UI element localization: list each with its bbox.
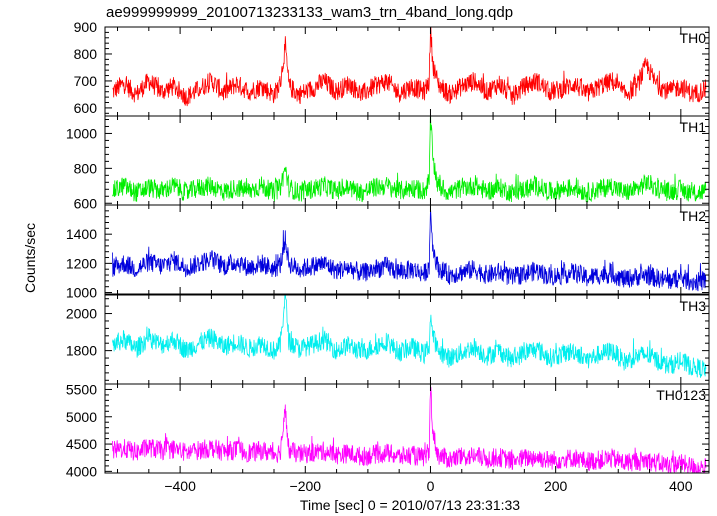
panel-label-TH0123: TH0123 (656, 387, 706, 403)
y-tick-label: 600 (74, 100, 98, 116)
x-tick-label: −400 (164, 478, 196, 494)
y-tick-label: 1000 (66, 125, 97, 141)
y-tick-label: 1400 (66, 226, 97, 242)
series-line-TH2 (112, 207, 707, 292)
y-tick-label: 4500 (66, 436, 97, 452)
y-tick-label: 4000 (66, 463, 97, 479)
series-line-TH0123 (112, 386, 707, 473)
panel-frame-TH0123 (104, 383, 710, 474)
panel-frame-TH3 (104, 294, 710, 385)
y-tick-label: 700 (74, 73, 98, 89)
series-line-TH0 (112, 27, 707, 107)
x-tick-label: 400 (669, 478, 693, 494)
panel-frame-TH2 (104, 204, 710, 295)
y-tick-label: 1200 (66, 255, 97, 271)
panel-frame-TH0 (104, 26, 710, 117)
y-tick-label: 900 (74, 19, 98, 35)
chart-title: ae999999999_20100713233133_wam3_trn_4ban… (106, 4, 514, 21)
series-line-TH1 (112, 116, 707, 203)
panel-label-TH3: TH3 (680, 298, 707, 314)
panel-label-TH2: TH2 (680, 208, 707, 224)
y-tick-label: 1800 (66, 343, 97, 359)
y-tick-label: 2000 (66, 306, 97, 322)
x-tick-label: −200 (290, 478, 322, 494)
x-tick-label: 200 (544, 478, 568, 494)
y-tick-label: 800 (74, 160, 98, 176)
y-tick-label: 600 (74, 195, 98, 211)
x-tick-label: 0 (427, 478, 435, 494)
panel-label-TH1: TH1 (680, 119, 707, 135)
panel-label-TH0: TH0 (680, 30, 707, 46)
y-tick-label: 5500 (66, 381, 97, 397)
y-tick-label: 5000 (66, 409, 97, 425)
y-tick-label: 1000 (66, 285, 97, 301)
series-line-TH3 (112, 295, 707, 378)
x-axis-label: Time [sec] 0 = 2010/07/13 23:31:33 (299, 497, 521, 513)
y-tick-label: 800 (74, 46, 98, 62)
